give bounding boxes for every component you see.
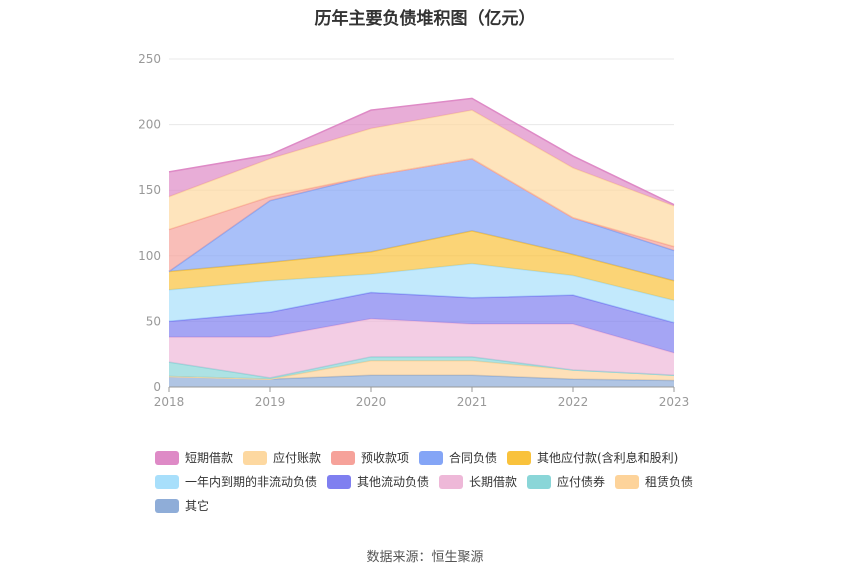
series-line-5 (168, 262, 675, 302)
area-series-5[interactable] (169, 263, 674, 323)
area-series-2[interactable] (169, 356, 674, 380)
area-series-1[interactable] (169, 360, 674, 381)
legend-label: 一年内到期的非流动负债 (185, 475, 318, 489)
y-tick-label: 250 (138, 52, 161, 66)
legend-item[interactable]: 其他应付款(含利息和股利) (507, 449, 678, 466)
legend-label: 其他流动负债 (357, 475, 430, 489)
legend-item[interactable]: 预收款项 (331, 449, 409, 466)
y-tick-label: 200 (138, 118, 161, 132)
legend-swatch (327, 474, 351, 489)
legend-label: 合同负债 (449, 451, 498, 465)
legend-swatch (615, 474, 639, 489)
x-tick-label: 2020 (356, 395, 387, 409)
x-tick-label: 2021 (457, 395, 488, 409)
legend-item[interactable]: 其它 (155, 497, 209, 514)
y-tick-label: 50 (146, 314, 161, 328)
x-tick-label: 2018 (154, 395, 185, 409)
legend-item[interactable]: 其他流动负债 (327, 473, 429, 490)
area-series-0[interactable] (169, 375, 674, 387)
legend-item[interactable]: 短期借款 (155, 449, 233, 466)
legend-swatch (439, 474, 463, 489)
x-tick-label: 2022 (558, 395, 589, 409)
legend-label: 短期借款 (185, 451, 234, 465)
legend-label: 租赁负债 (645, 475, 694, 489)
legend-item[interactable]: 一年内到期的非流动负债 (155, 473, 317, 490)
chart-title: 历年主要负债堆积图（亿元） (314, 9, 536, 29)
legend-label: 其它 (185, 499, 210, 513)
legend-swatch (155, 474, 179, 489)
legend-swatch (155, 450, 179, 465)
y-tick-label: 150 (138, 183, 161, 197)
chart-plot: 0 50 100 150 200 250 2018 2019 2020 2021 2022 2023 (138, 52, 690, 409)
legend-item[interactable]: 租赁负债 (615, 473, 693, 490)
area-series-7[interactable] (169, 158, 674, 281)
x-tick-label: 2019 (255, 395, 286, 409)
area-series-3[interactable] (169, 318, 674, 378)
legend-item[interactable]: 合同负债 (419, 449, 497, 466)
legend-swatch (507, 450, 531, 465)
legend-swatch (331, 450, 355, 465)
area-series-6[interactable] (169, 230, 674, 301)
legend-label: 应付账款 (273, 451, 322, 465)
y-tick-label: 100 (138, 249, 161, 263)
area-series-9[interactable] (169, 110, 674, 247)
legend-label: 预收款项 (361, 451, 410, 465)
legend-swatch (243, 450, 267, 465)
legend-label: 应付债券 (557, 475, 606, 489)
series-line-10 (168, 97, 675, 206)
legend-item[interactable]: 应付账款 (243, 449, 321, 466)
legend-swatch (155, 498, 179, 513)
y-tick-label: 0 (153, 380, 161, 394)
legend-label: 其他应付款(含利息和股利) (537, 451, 679, 465)
x-tick-label: 2023 (659, 395, 690, 409)
legend-item[interactable]: 应付债券 (527, 473, 605, 490)
legend-label: 长期借款 (469, 475, 518, 489)
legend-swatch (527, 474, 551, 489)
source-text: 数据来源：恒生聚源 (366, 550, 484, 565)
legend-item[interactable]: 长期借款 (439, 473, 517, 490)
legend-swatch (419, 450, 443, 465)
